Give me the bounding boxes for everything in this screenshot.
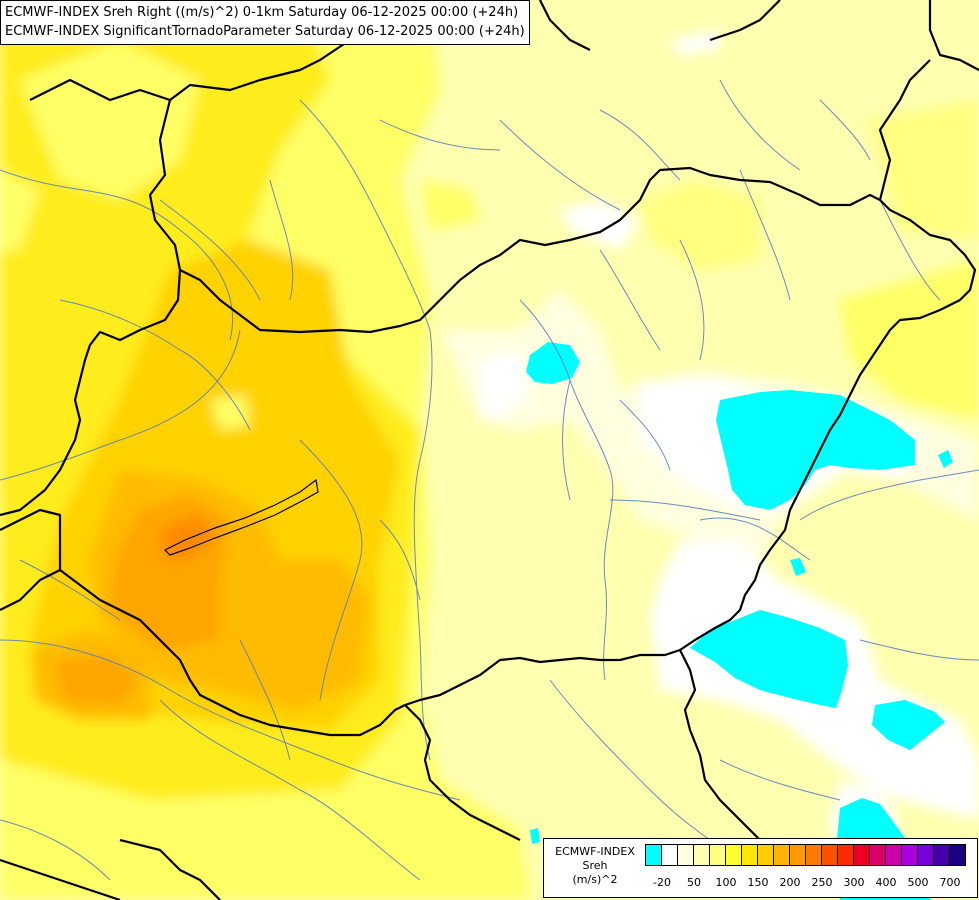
color-legend: ECMWF-INDEX Sreh (m/s)^2 -20 50 100 150 200 2… (543, 838, 978, 898)
legend-swatch (726, 845, 742, 865)
legend-swatch (886, 845, 902, 865)
legend-tick-label: 50 (687, 876, 701, 889)
legend-tick-label: 200 (779, 876, 801, 889)
legend-swatch (694, 845, 710, 865)
map-title-box: ECMWF-INDEX Sreh Right ((m/s)^2) 0-1km S… (0, 0, 530, 45)
legend-unit: (m/s)^2 (572, 873, 618, 886)
legend-tick-label: 700 (939, 876, 961, 889)
legend-swatch (838, 845, 854, 865)
legend-tick-label: 100 (715, 876, 737, 889)
legend-swatch (710, 845, 726, 865)
legend-swatch (790, 845, 806, 865)
title-line-2: ECMWF-INDEX SignificantTornadoParameter … (5, 24, 525, 39)
legend-swatch (902, 845, 918, 865)
title-line-1: ECMWF-INDEX Sreh Right ((m/s)^2) 0-1km S… (5, 5, 519, 20)
legend-tick-label: -20 (653, 876, 671, 889)
legend-swatch (742, 845, 758, 865)
legend-color-scale (645, 844, 966, 866)
legend-swatch (806, 845, 822, 865)
legend-swatch (854, 845, 870, 865)
legend-tick-label: 250 (811, 876, 833, 889)
legend-swatch (662, 845, 678, 865)
legend-swatch (822, 845, 838, 865)
legend-tick-label: 150 (747, 876, 769, 889)
legend-swatch (950, 845, 965, 865)
legend-swatch (918, 845, 934, 865)
legend-swatch (646, 845, 662, 865)
legend-tick-label: 300 (843, 876, 865, 889)
legend-swatch (758, 845, 774, 865)
legend-swatch (934, 845, 950, 865)
lake-balaton (163, 478, 319, 556)
legend-tick-label: 500 (907, 876, 929, 889)
legend-parameter: Sreh (582, 859, 608, 872)
legend-swatch (678, 845, 694, 865)
legend-swatch (870, 845, 886, 865)
legend-model: ECMWF-INDEX (555, 845, 635, 858)
legend-swatch (774, 845, 790, 865)
legend-tick-label: 400 (875, 876, 897, 889)
legend-title: ECMWF-INDEX Sreh (m/s)^2 (549, 845, 641, 887)
